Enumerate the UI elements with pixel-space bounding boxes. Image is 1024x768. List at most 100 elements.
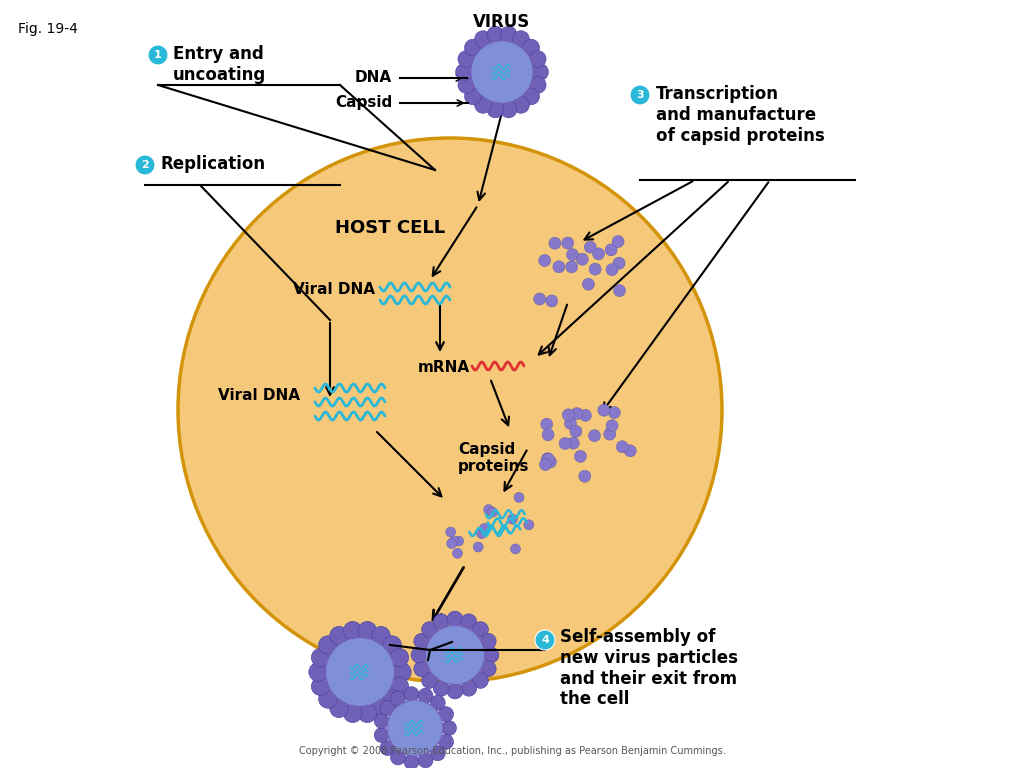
Circle shape [471, 41, 534, 103]
Circle shape [487, 101, 504, 118]
Text: Viral DNA: Viral DNA [293, 283, 375, 297]
Text: Copyright © 2008 Pearson Education, Inc., publishing as Pearson Benjamin Cumming: Copyright © 2008 Pearson Education, Inc.… [299, 746, 725, 756]
Circle shape [483, 505, 494, 515]
Circle shape [549, 237, 561, 249]
Circle shape [330, 627, 348, 645]
Circle shape [480, 634, 497, 649]
Circle shape [501, 26, 517, 43]
Circle shape [446, 538, 457, 548]
Circle shape [311, 677, 330, 696]
Circle shape [571, 408, 583, 419]
Text: Transcription
and manufacture
of capsid proteins: Transcription and manufacture of capsid … [656, 85, 824, 144]
Text: VIRUS: VIRUS [473, 13, 530, 31]
Circle shape [616, 441, 629, 452]
Circle shape [583, 278, 594, 290]
Circle shape [472, 621, 488, 637]
Circle shape [487, 26, 504, 43]
Circle shape [374, 713, 389, 728]
Circle shape [414, 634, 430, 649]
Circle shape [589, 263, 601, 275]
Circle shape [380, 740, 395, 756]
Circle shape [441, 720, 457, 736]
Circle shape [613, 285, 626, 296]
Circle shape [390, 750, 406, 765]
Circle shape [383, 636, 401, 654]
Circle shape [487, 507, 498, 517]
Circle shape [483, 647, 499, 663]
Circle shape [433, 680, 450, 696]
Circle shape [570, 425, 582, 437]
Text: Replication: Replication [160, 155, 265, 173]
Text: Self-assembly of
new virus particles
and their exit from
the cell: Self-assembly of new virus particles and… [560, 628, 738, 708]
Circle shape [535, 630, 555, 650]
Circle shape [453, 548, 463, 558]
Circle shape [372, 699, 390, 717]
Circle shape [473, 542, 483, 552]
Circle shape [612, 236, 624, 247]
Circle shape [567, 437, 580, 449]
Circle shape [438, 734, 454, 750]
Circle shape [411, 647, 427, 663]
Circle shape [430, 695, 445, 710]
Circle shape [418, 688, 433, 703]
Circle shape [148, 45, 168, 65]
Circle shape [606, 420, 618, 432]
Circle shape [534, 293, 546, 305]
Circle shape [479, 524, 489, 534]
Circle shape [430, 746, 445, 761]
Circle shape [577, 253, 589, 265]
Circle shape [380, 700, 395, 716]
Circle shape [178, 138, 722, 682]
Circle shape [553, 261, 565, 273]
Circle shape [564, 417, 577, 429]
Circle shape [445, 527, 456, 537]
Circle shape [585, 241, 596, 253]
Circle shape [529, 51, 546, 68]
Circle shape [450, 537, 459, 547]
Circle shape [390, 677, 409, 696]
Circle shape [372, 627, 390, 645]
Circle shape [522, 88, 540, 104]
Circle shape [433, 614, 450, 630]
Circle shape [539, 254, 551, 266]
Text: mRNA: mRNA [418, 360, 470, 376]
Text: Capsid
proteins: Capsid proteins [458, 442, 529, 475]
Text: Viral DNA: Viral DNA [218, 388, 300, 402]
Circle shape [511, 544, 520, 554]
Circle shape [358, 621, 377, 640]
Circle shape [559, 438, 571, 449]
Circle shape [461, 614, 477, 630]
Circle shape [608, 406, 621, 419]
Circle shape [393, 663, 412, 681]
Circle shape [545, 456, 556, 468]
Circle shape [458, 51, 475, 68]
Circle shape [579, 470, 591, 482]
Circle shape [309, 663, 328, 681]
Circle shape [589, 429, 600, 442]
Circle shape [543, 453, 554, 465]
Circle shape [562, 237, 573, 249]
Text: DNA: DNA [355, 71, 392, 85]
Circle shape [390, 691, 406, 706]
Text: Capsid: Capsid [335, 95, 392, 111]
Circle shape [403, 754, 419, 768]
Circle shape [501, 101, 517, 118]
Circle shape [598, 404, 610, 416]
Circle shape [343, 704, 361, 723]
Circle shape [326, 637, 394, 707]
Circle shape [540, 458, 552, 471]
Circle shape [513, 31, 529, 48]
Circle shape [507, 514, 517, 524]
Text: Entry and
uncoating: Entry and uncoating [173, 45, 266, 84]
Circle shape [531, 64, 549, 81]
Circle shape [630, 85, 650, 105]
Circle shape [403, 687, 419, 702]
Circle shape [542, 429, 554, 441]
Circle shape [383, 690, 401, 708]
Circle shape [513, 97, 529, 113]
Circle shape [387, 700, 442, 756]
Text: 2: 2 [141, 160, 148, 170]
Circle shape [414, 660, 430, 677]
Circle shape [465, 39, 481, 56]
Circle shape [456, 64, 472, 81]
